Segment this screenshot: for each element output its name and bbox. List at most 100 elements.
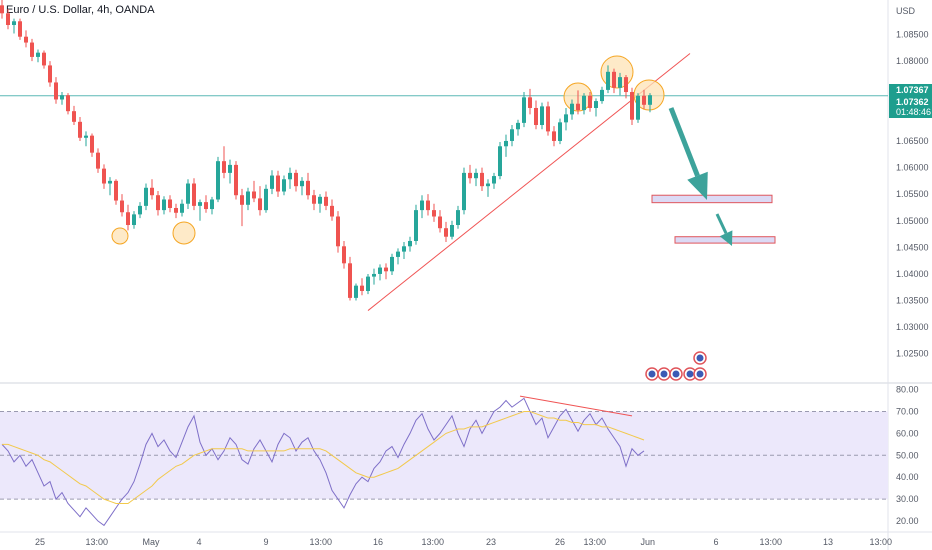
candle-body [78,121,82,138]
current-price-label: 1.07362 [896,97,929,107]
candle-body [384,267,388,272]
candle-body [12,21,16,26]
candle-body [300,180,304,187]
candle-body [18,21,22,37]
candle-body [630,92,634,120]
candle-body [126,212,130,226]
rsi-tick-label: 40.00 [896,472,919,482]
candle-body [582,95,586,111]
candle-body [360,285,364,291]
candle-body [198,202,202,206]
candle-body [138,205,142,215]
candle-body [240,195,244,205]
candle-body [498,146,502,177]
candle-body [264,188,268,211]
rsi-line [1,397,645,527]
candle-body [366,276,370,291]
price-tick-label: 1.06000 [896,163,929,173]
pattern-circle [600,55,634,89]
price-tick-label: 1.06500 [896,136,929,146]
candle-body [0,5,4,14]
event-marker-flag-icon [686,370,694,378]
candle-body [186,183,190,204]
candle-body [246,191,250,205]
candle-body [318,196,322,204]
candle-body [606,71,610,90]
candle-body [222,161,226,173]
candle-body [282,179,286,192]
candle-body [162,199,166,211]
price-tick-label: 1.08500 [896,30,929,40]
arrow-shaft [715,213,728,234]
event-marker-flag-icon [696,370,704,378]
candle-body [90,135,94,153]
candle-body [252,191,256,199]
candle-body [228,164,232,173]
time-tick-label: Jun [641,537,656,547]
candle-body [102,168,106,184]
candle-body [648,95,652,105]
time-tick-label: 6 [714,537,719,547]
candle-body [6,13,10,26]
candle-body [510,129,514,141]
candle-body [72,111,76,122]
rsi-divergence-line [519,395,633,417]
pattern-circle [172,221,196,245]
time-tick-label: 13 [823,537,833,547]
candle-body [546,106,550,132]
candle-body [288,172,292,180]
candle-body [492,176,496,184]
time-tick-label: 23 [486,537,496,547]
candle-body [468,172,472,179]
candle-body [348,263,352,298]
candle-body [168,199,172,208]
candle-body [312,195,316,204]
candle-body [528,97,532,108]
candle-body [522,97,526,123]
candle-body [552,131,556,141]
countdown-label: 01:48:46 [896,107,931,117]
current-price-tag [889,96,932,118]
pattern-circle [111,227,129,245]
price-tick-label: 1.04500 [896,242,929,252]
price-tick-label: 1.02500 [896,349,929,359]
time-tick-label: 25 [35,537,45,547]
arrow-shaft [668,107,700,177]
candle-body [432,210,436,217]
candle-body [594,101,598,108]
candle-body [456,210,460,226]
candle-body [612,71,616,88]
candle-body [516,122,520,130]
currency-label: USD [896,6,916,16]
price-tick-label: 1.08000 [896,56,929,66]
price-tick-label: 1.03000 [896,322,929,332]
candle-body [150,187,154,196]
candle-body [36,52,40,57]
price-tick-label: 1.05500 [896,189,929,199]
candle-body [156,195,160,211]
candle-body [570,103,574,115]
candle-body [438,216,442,229]
candle-body [258,198,262,211]
candle-body [444,228,448,237]
chart-title: Euro / U.S. Dollar, 4h, OANDA [6,4,155,16]
time-tick-label: 9 [264,537,269,547]
candle-body [618,77,622,88]
candle-body [642,95,646,105]
candle-body [114,180,118,201]
event-marker-flag-icon [648,370,656,378]
candle-body [540,106,544,126]
time-tick-label: 13:00 [870,537,893,547]
candle-body [390,256,394,272]
candle-body [180,203,184,213]
time-tick-label: May [143,537,161,547]
candle-body [48,65,52,83]
candle-body [636,95,640,120]
candle-body [420,200,424,211]
candle-body [306,180,310,196]
event-marker-flag-icon [660,370,668,378]
candle-body [204,202,208,210]
event-marker-flag-icon [672,370,680,378]
candle-body [96,152,100,169]
